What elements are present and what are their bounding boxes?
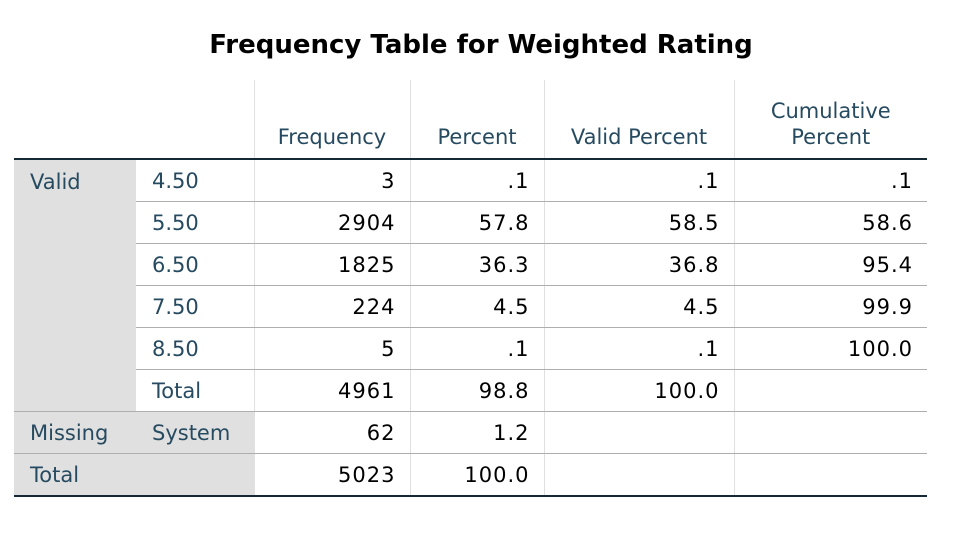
cell-valid-percent: 36.8 bbox=[543, 243, 734, 286]
cell-valid-percent: 4.5 bbox=[543, 285, 734, 328]
row-label: 8.50 bbox=[136, 327, 254, 370]
table-row: Valid 4.50 3 .1 .1 .1 bbox=[14, 159, 927, 412]
cell-frequency: 4961 bbox=[253, 369, 410, 412]
cell-valid-percent: .1 bbox=[543, 327, 734, 370]
cell-cumulative-percent bbox=[733, 369, 927, 412]
table-row: Missing System 62 1.2 bbox=[14, 411, 927, 454]
cell-frequency: 5023 bbox=[253, 453, 410, 497]
row-label: Total bbox=[136, 369, 254, 412]
row-label: System bbox=[136, 411, 254, 454]
header-frequency: Frequency bbox=[253, 80, 410, 160]
header-cumulative-line2: Percent bbox=[791, 125, 871, 149]
cell-valid-percent: 58.5 bbox=[543, 201, 734, 244]
cell-percent: 1.2 bbox=[409, 411, 544, 454]
header-percent: Percent bbox=[409, 80, 544, 160]
row-label: 5.50 bbox=[136, 201, 254, 244]
cell-cumulative-percent bbox=[733, 453, 927, 497]
group-label-missing: Missing bbox=[14, 411, 136, 454]
cell-valid-percent bbox=[543, 453, 734, 497]
row-label: 7.50 bbox=[136, 285, 254, 328]
group-label-total: Total bbox=[14, 453, 254, 497]
cell-percent: .1 bbox=[409, 327, 544, 370]
row-label: 6.50 bbox=[136, 243, 254, 286]
header-cumulative-line1: Cumulative bbox=[770, 99, 891, 123]
cell-cumulative-percent bbox=[733, 411, 927, 454]
frequency-table: Frequency Percent Valid Percent Cumulati… bbox=[14, 80, 927, 497]
cell-frequency: 62 bbox=[253, 411, 410, 454]
cell-cumulative-percent: 58.6 bbox=[733, 201, 927, 244]
cell-frequency: 3 bbox=[253, 159, 410, 202]
table-row: 6.50 1825 36.3 36.8 95.4 bbox=[14, 243, 927, 286]
table-row: 5.50 2904 57.8 58.5 58.6 bbox=[14, 201, 927, 244]
cell-cumulative-percent: 99.9 bbox=[733, 285, 927, 328]
header-cumulative-percent: Cumulative Percent bbox=[733, 80, 927, 160]
table-row: 8.50 5 .1 .1 100.0 bbox=[14, 327, 927, 370]
cell-cumulative-percent: 100.0 bbox=[733, 327, 927, 370]
cell-valid-percent bbox=[543, 411, 734, 454]
cell-percent: 98.8 bbox=[409, 369, 544, 412]
cell-frequency: 1825 bbox=[253, 243, 410, 286]
header-blank-2 bbox=[136, 80, 254, 160]
header-row: Frequency Percent Valid Percent Cumulati… bbox=[14, 80, 927, 160]
cell-cumulative-percent: 95.4 bbox=[733, 243, 927, 286]
cell-frequency: 5 bbox=[253, 327, 410, 370]
cell-percent: .1 bbox=[409, 159, 544, 202]
table-row: Total 4961 98.8 100.0 bbox=[14, 369, 927, 412]
header-valid-percent: Valid Percent bbox=[543, 80, 734, 160]
cell-percent: 36.3 bbox=[409, 243, 544, 286]
table-row: Total 5023 100.0 bbox=[14, 453, 927, 497]
group-label-valid: Valid bbox=[14, 159, 136, 412]
cell-frequency: 2904 bbox=[253, 201, 410, 244]
header-blank-1 bbox=[14, 80, 136, 160]
row-label: 4.50 bbox=[136, 159, 254, 202]
cell-valid-percent: .1 bbox=[543, 159, 734, 202]
cell-frequency: 224 bbox=[253, 285, 410, 328]
cell-percent: 57.8 bbox=[409, 201, 544, 244]
cell-percent: 100.0 bbox=[409, 453, 544, 497]
table-row: 7.50 224 4.5 4.5 99.9 bbox=[14, 285, 927, 328]
table-title: Frequency Table for Weighted Rating bbox=[209, 30, 753, 60]
cell-valid-percent: 100.0 bbox=[543, 369, 734, 412]
cell-percent: 4.5 bbox=[409, 285, 544, 328]
cell-cumulative-percent: .1 bbox=[733, 159, 927, 202]
